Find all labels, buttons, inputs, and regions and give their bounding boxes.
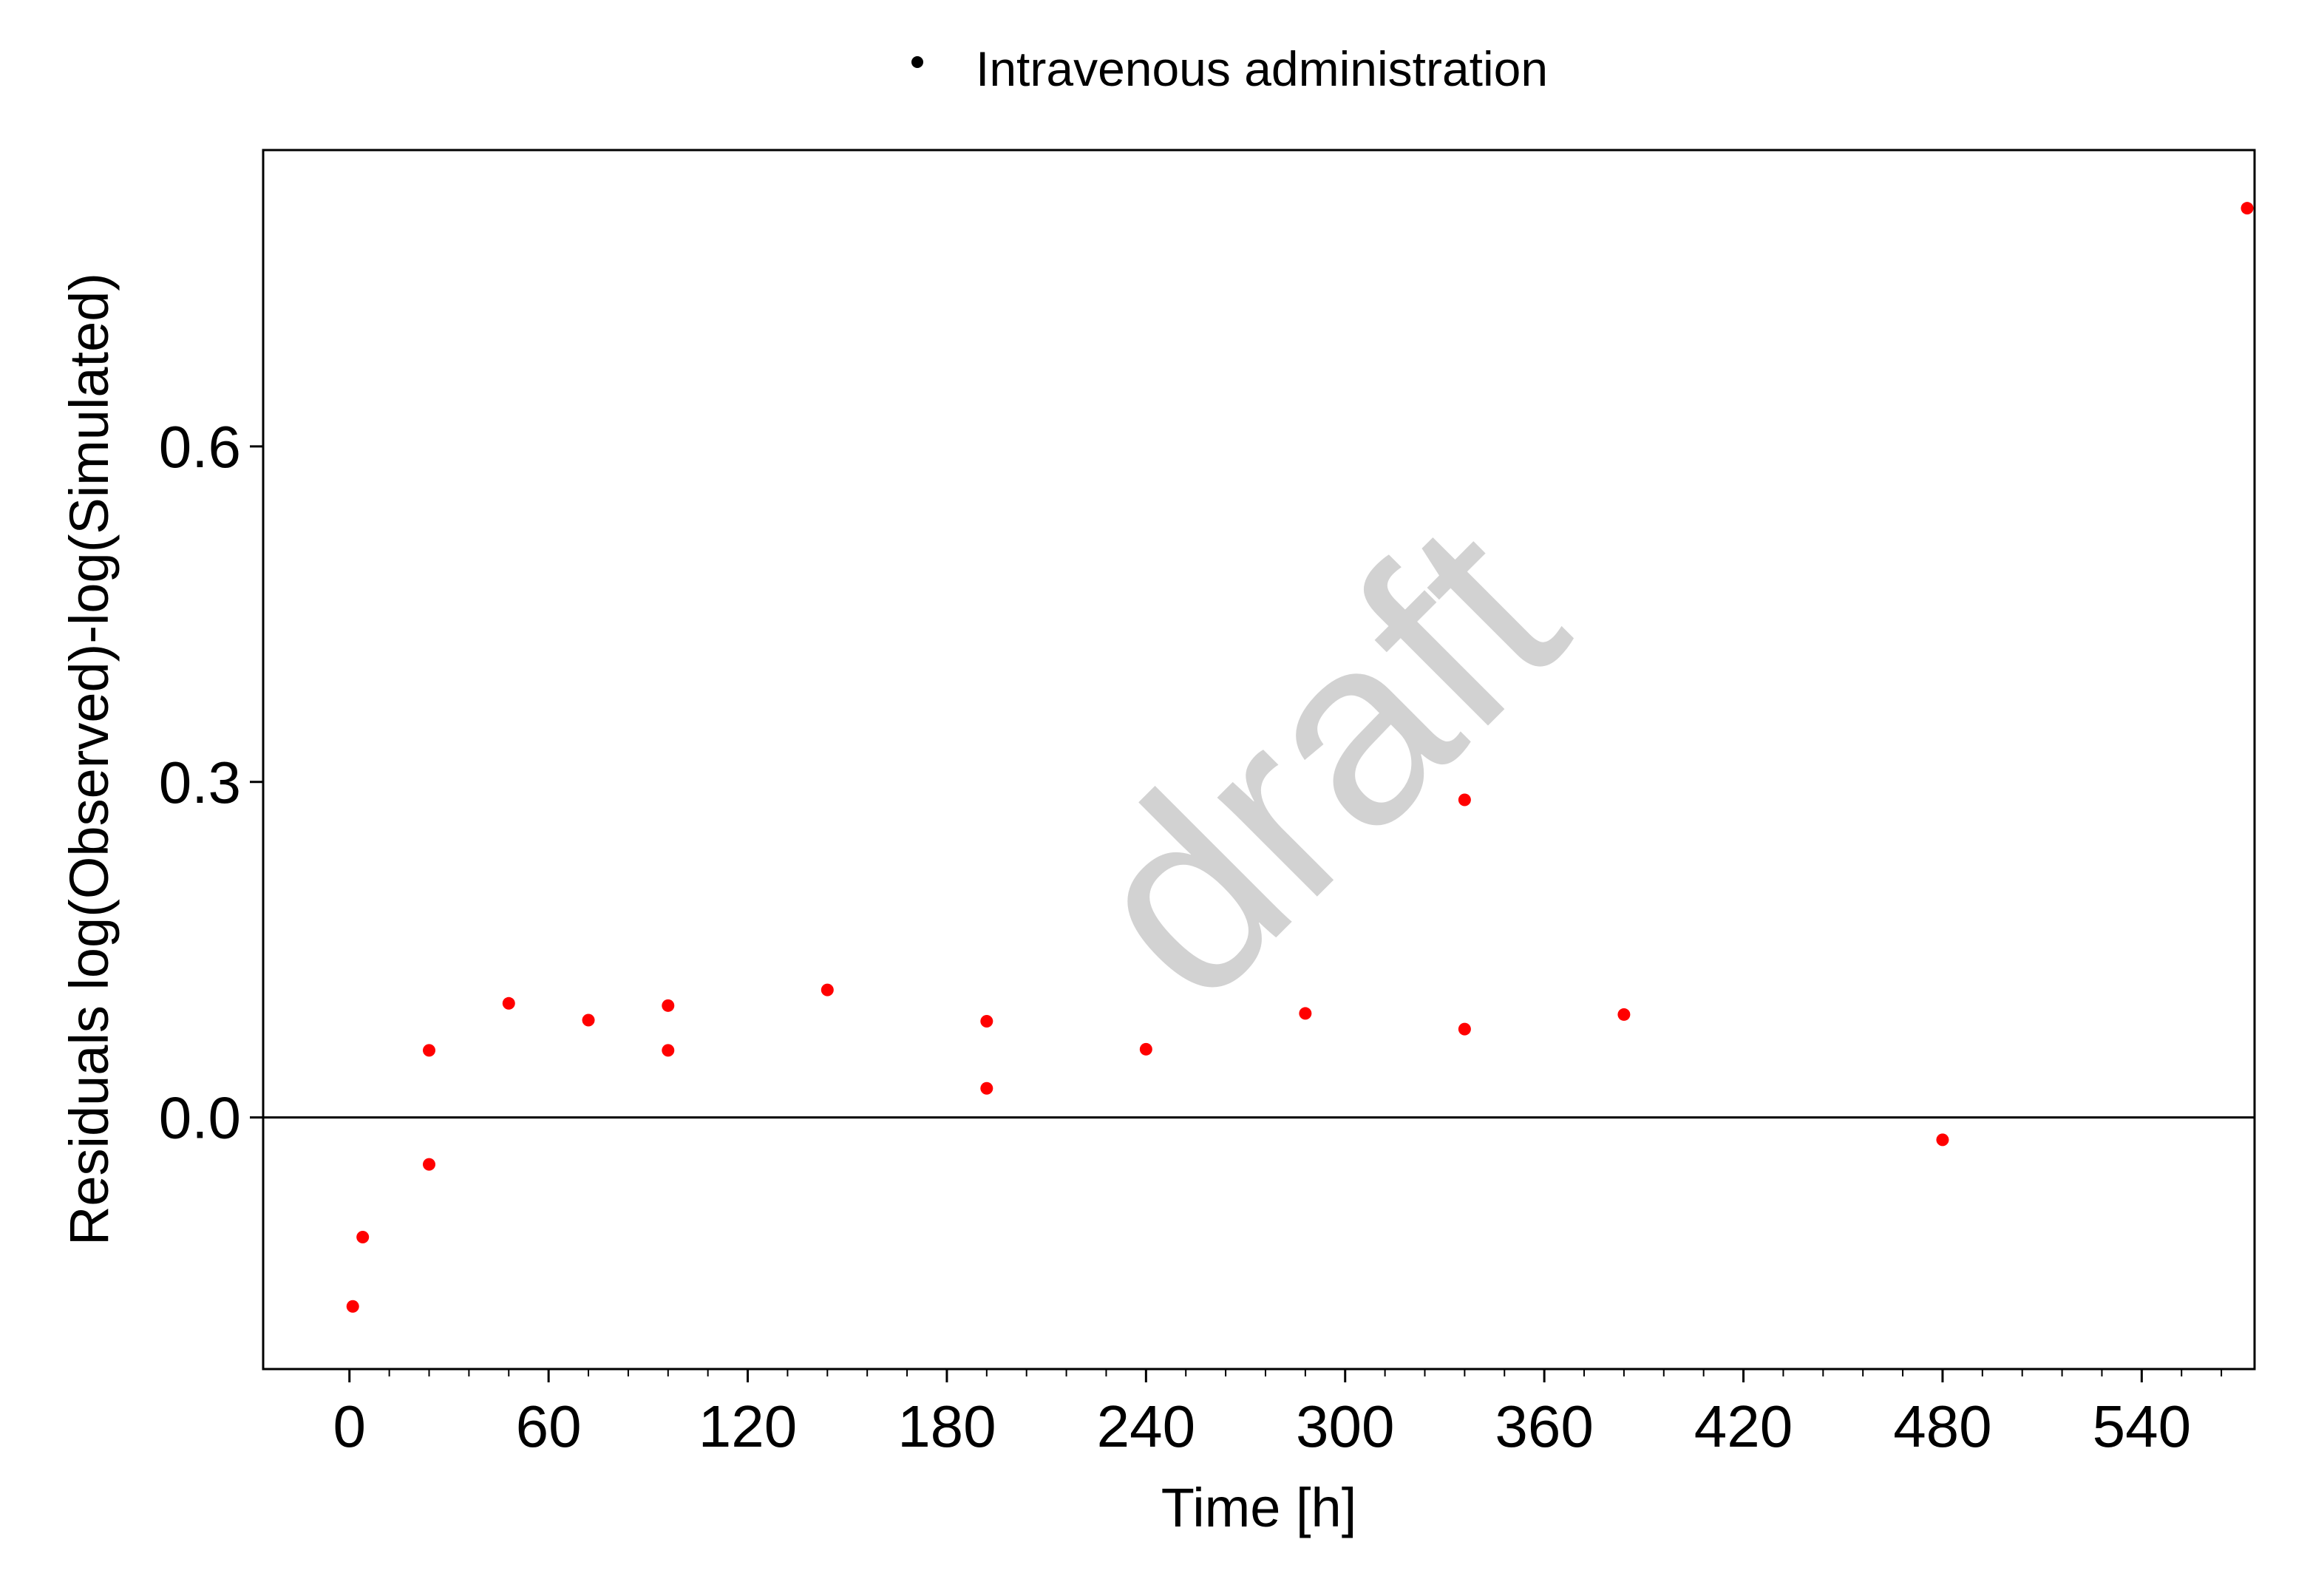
- data-points: [346, 202, 2254, 1313]
- data-point: [662, 1044, 675, 1057]
- data-point: [423, 1158, 435, 1171]
- x-tick-label: 120: [699, 1393, 797, 1459]
- data-point: [502, 996, 515, 1010]
- watermark: draft: [1030, 467, 1617, 1054]
- x-tick-label: 540: [2093, 1393, 2191, 1459]
- data-point: [1936, 1133, 1949, 1147]
- data-point: [662, 999, 675, 1012]
- data-point: [423, 1044, 435, 1057]
- x-tick-label: 300: [1296, 1393, 1394, 1459]
- watermark-text: draft: [1030, 467, 1617, 1054]
- data-point: [582, 1013, 595, 1027]
- y-tick-label: 0.6: [159, 414, 241, 480]
- data-point: [980, 1015, 993, 1028]
- y-tick-label: 0.0: [159, 1085, 241, 1151]
- data-point: [346, 1300, 359, 1313]
- data-point: [821, 983, 834, 996]
- x-tick-label: 0: [333, 1393, 366, 1459]
- legend: Intravenous administration: [911, 41, 1548, 96]
- x-tick-label: 240: [1097, 1393, 1195, 1459]
- y-axis-title: Residuals log(Observed)-log(Simulated): [58, 273, 120, 1246]
- data-point: [1299, 1007, 1312, 1020]
- legend-label-intravenous-administration: Intravenous administration: [976, 41, 1548, 96]
- legend-marker: [911, 56, 923, 68]
- x-tick-label: 360: [1495, 1393, 1593, 1459]
- x-axis-title: Time [h]: [1161, 1477, 1357, 1538]
- data-point: [980, 1081, 993, 1095]
- x-tick-label: 60: [516, 1393, 582, 1459]
- data-point: [1458, 793, 1471, 807]
- y-tick-label: 0.3: [159, 750, 241, 815]
- x-tick-label: 480: [1893, 1393, 1991, 1459]
- x-tick-label: 420: [1694, 1393, 1793, 1459]
- data-point: [1139, 1042, 1152, 1056]
- y-axis: 0.0 0.3 0.6: [159, 414, 263, 1151]
- data-point: [2241, 202, 2254, 215]
- data-point: [1458, 1022, 1471, 1036]
- plot-area-frame: [262, 149, 2256, 1371]
- data-point: [1617, 1008, 1631, 1021]
- x-tick-label: 180: [897, 1393, 996, 1459]
- x-axis: 0 60 120 180 240 300 360 420 480 540: [333, 1369, 2223, 1459]
- data-point: [356, 1230, 370, 1243]
